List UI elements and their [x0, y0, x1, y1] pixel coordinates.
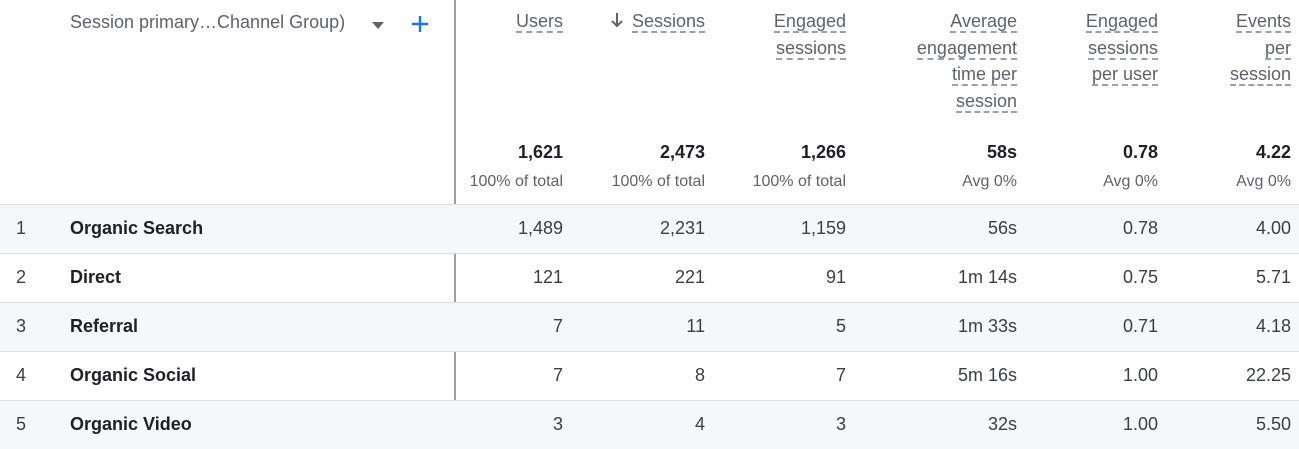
total-engaged-sessions-percent: 100% of total — [752, 173, 846, 190]
cell-average-engagement-time: 56s — [987, 218, 1017, 238]
column-header-sessions[interactable]: Sessions — [610, 8, 705, 37]
total-engaged-sessions: 1,266 — [800, 142, 846, 162]
cell-engaged-sessions: 7 — [835, 365, 846, 385]
total-users: 1,621 — [517, 142, 563, 162]
cell-users: 3 — [552, 414, 563, 434]
row-number: 1 — [16, 218, 27, 238]
total-sessions: 2,473 — [659, 142, 705, 162]
column-header-users[interactable]: Users — [515, 11, 563, 33]
dimension-selector-label[interactable]: Session primary…Channel Group) — [70, 12, 346, 32]
cell-engaged-sessions-per-user: 1.00 — [1122, 414, 1158, 434]
cell-average-engagement-time: 5m 16s — [957, 365, 1017, 385]
plus-icon[interactable] — [409, 13, 431, 35]
table-row: 1 Organic Search 1,489 2,231 1,159 56s 0… — [0, 204, 1299, 253]
total-events-per-session: 4.22 — [1255, 142, 1291, 162]
row-dimension-value[interactable]: Referral — [70, 316, 139, 336]
cell-events-per-session: 4.18 — [1255, 316, 1291, 336]
column-header-average-engagement-time[interactable]: Average engagement time per session — [916, 11, 1017, 113]
row-dimension-value[interactable]: Direct — [70, 267, 122, 287]
cell-engaged-sessions-per-user: 0.78 — [1122, 218, 1158, 238]
total-average-engagement-time: 58s — [986, 142, 1017, 162]
cell-users: 7 — [552, 365, 563, 385]
cell-users: 1,489 — [517, 218, 563, 238]
cell-events-per-session: 4.00 — [1255, 218, 1291, 238]
row-dimension-value[interactable]: Organic Search — [70, 218, 204, 238]
cell-engaged-sessions: 91 — [825, 267, 846, 287]
cell-sessions: 8 — [694, 365, 705, 385]
cell-engaged-sessions: 1,159 — [800, 218, 846, 238]
total-average-engagement-time-avg: Avg 0% — [962, 173, 1017, 190]
total-engaged-sessions-per-user-avg: Avg 0% — [1103, 173, 1158, 190]
cell-users: 7 — [552, 316, 563, 336]
cell-engaged-sessions-per-user: 1.00 — [1122, 365, 1158, 385]
cell-events-per-session: 5.50 — [1255, 414, 1291, 434]
table-row: 3 Referral 7 11 5 1m 33s 0.71 4.18 — [0, 302, 1299, 351]
table-row: 5 Organic Video 3 4 3 32s 1.00 5.50 — [0, 400, 1299, 449]
total-engaged-sessions-per-user: 0.78 — [1122, 142, 1158, 162]
cell-sessions: 4 — [694, 414, 705, 434]
cell-events-per-session: 5.71 — [1255, 267, 1291, 287]
column-header-events-per-session[interactable]: Events per session — [1229, 11, 1291, 86]
table-row: 2 Direct 121 221 91 1m 14s 0.75 5.71 — [0, 253, 1299, 302]
cell-engaged-sessions: 3 — [835, 414, 846, 434]
chevron-down-icon[interactable] — [370, 18, 386, 30]
cell-engaged-sessions: 5 — [835, 316, 846, 336]
cell-average-engagement-time: 1m 14s — [957, 267, 1017, 287]
arrow-down-icon — [610, 10, 624, 37]
cell-average-engagement-time: 1m 33s — [957, 316, 1017, 336]
total-users-percent: 100% of total — [469, 173, 563, 190]
column-header-engaged-sessions-per-user[interactable]: Engaged sessions per user — [1085, 11, 1158, 86]
column-header-engaged-sessions[interactable]: Engaged sessions — [773, 11, 846, 60]
cell-sessions: 221 — [674, 267, 705, 287]
cell-sessions: 2,231 — [659, 218, 705, 238]
row-dimension-value[interactable]: Organic Social — [70, 365, 197, 385]
cell-engaged-sessions-per-user: 0.75 — [1122, 267, 1158, 287]
cell-users: 121 — [532, 267, 563, 287]
cell-sessions: 11 — [686, 316, 705, 336]
row-number: 4 — [16, 365, 27, 385]
row-number: 2 — [16, 267, 27, 287]
table-row: 4 Organic Social 7 8 7 5m 16s 1.00 22.25 — [0, 351, 1299, 400]
row-number: 5 — [16, 414, 27, 434]
row-number: 3 — [16, 316, 27, 336]
total-events-per-session-avg: Avg 0% — [1236, 173, 1291, 190]
cell-events-per-session: 22.25 — [1245, 365, 1291, 385]
cell-engaged-sessions-per-user: 0.71 — [1122, 316, 1158, 336]
cell-average-engagement-time: 32s — [987, 414, 1017, 434]
dimension-header: Session primary…Channel Group) — [0, 0, 455, 204]
row-dimension-value[interactable]: Organic Video — [70, 414, 192, 434]
total-sessions-percent: 100% of total — [611, 173, 705, 190]
